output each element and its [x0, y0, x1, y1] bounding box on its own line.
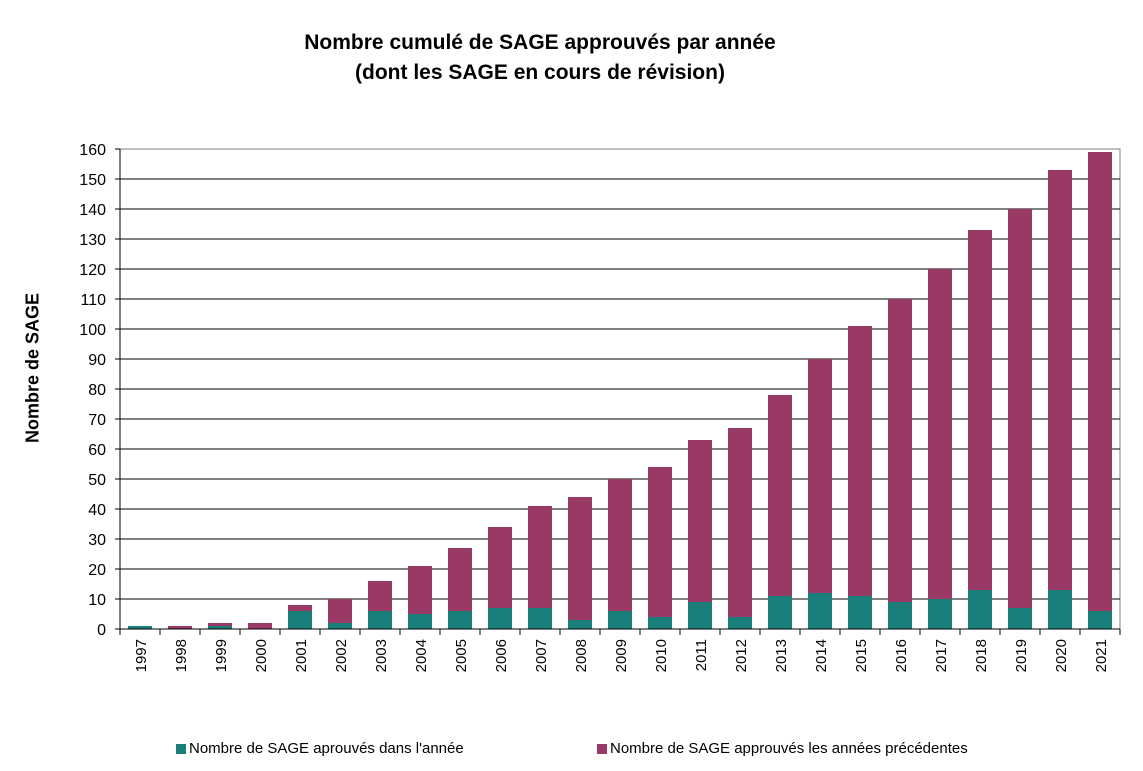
- y-tick-label: 10: [88, 592, 106, 609]
- bar-previous: [568, 497, 592, 620]
- legend-label-annual: Nombre de SAGE aprouvés dans l'année: [189, 740, 464, 757]
- bar-annual: [328, 623, 352, 629]
- bar-previous: [848, 326, 872, 596]
- bar-previous: [688, 440, 712, 602]
- x-tick-label: 2010: [653, 639, 670, 672]
- y-tick-label: 70: [88, 412, 106, 429]
- bar-annual: [128, 626, 152, 629]
- bar-annual: [928, 599, 952, 629]
- bar-previous: [768, 395, 792, 596]
- x-tick-label: 2000: [253, 639, 270, 672]
- x-tick-label: 1998: [173, 639, 190, 672]
- x-tick-label: 2011: [693, 639, 710, 671]
- y-tick-label: 50: [88, 472, 106, 489]
- x-tick-label: 1999: [213, 639, 230, 672]
- x-tick-label: 2004: [413, 639, 430, 672]
- bar-previous: [408, 566, 432, 614]
- bar-annual: [288, 611, 312, 629]
- y-tick-label: 60: [88, 442, 106, 459]
- y-tick-label: 140: [79, 202, 106, 219]
- y-tick-label: 90: [88, 352, 106, 369]
- bar-previous: [1088, 152, 1112, 611]
- x-tick-label: 2009: [613, 639, 630, 672]
- bar-annual: [1048, 590, 1072, 629]
- x-tick-label: 2008: [573, 639, 590, 672]
- bar-annual: [888, 602, 912, 629]
- bar-annual: [1008, 608, 1032, 629]
- x-tick-label: 2013: [773, 639, 790, 672]
- x-tick-label: 1997: [133, 639, 150, 672]
- bar-previous: [928, 269, 952, 599]
- y-tick-label: 150: [79, 172, 106, 189]
- y-tick-label: 120: [79, 262, 106, 279]
- y-tick-label: 20: [88, 562, 106, 579]
- x-tick-label: 2016: [893, 639, 910, 672]
- chart-title: Nombre cumulé de SAGE approuvés par anné…: [240, 28, 840, 88]
- bar-annual: [608, 611, 632, 629]
- bar-previous: [168, 626, 192, 629]
- bar-previous: [368, 581, 392, 611]
- bar-previous: [728, 428, 752, 617]
- x-tick-label: 2002: [333, 639, 350, 672]
- x-tick-label: 2021: [1093, 639, 1110, 672]
- x-tick-label: 2006: [493, 639, 510, 672]
- bar-previous: [208, 623, 232, 626]
- bar-annual: [568, 620, 592, 629]
- bar-previous: [608, 479, 632, 611]
- bar-annual: [1088, 611, 1112, 629]
- bar-annual: [408, 614, 432, 629]
- bar-previous: [448, 548, 472, 611]
- bar-annual: [728, 617, 752, 629]
- legend-swatch-previous: [597, 743, 607, 754]
- bar-annual: [968, 590, 992, 629]
- legend-item-previous: Nombre de SAGE approuvés les années préc…: [597, 740, 968, 757]
- legend-item-annual: Nombre de SAGE aprouvés dans l'année: [176, 740, 464, 757]
- bar-annual: [528, 608, 552, 629]
- y-tick-label: 40: [88, 502, 106, 519]
- bar-previous: [288, 605, 312, 611]
- x-tick-label: 2018: [973, 639, 990, 672]
- x-tick-label: 2017: [933, 639, 950, 672]
- x-tick-label: 2001: [293, 639, 310, 672]
- bar-previous: [1008, 209, 1032, 608]
- bar-previous: [1048, 170, 1072, 590]
- y-tick-label: 0: [97, 622, 106, 639]
- y-tick-label: 100: [79, 322, 106, 339]
- bar-annual: [488, 608, 512, 629]
- x-tick-label: 2007: [533, 639, 550, 672]
- bar-previous: [488, 527, 512, 608]
- bar-previous: [968, 230, 992, 590]
- x-tick-label: 2020: [1053, 639, 1070, 672]
- x-tick-label: 2019: [1013, 639, 1030, 672]
- bar-annual: [368, 611, 392, 629]
- bar-annual: [688, 602, 712, 629]
- bar-previous: [808, 359, 832, 593]
- y-tick-label: 130: [79, 232, 106, 249]
- bar-annual: [648, 617, 672, 629]
- bar-annual: [208, 626, 232, 629]
- x-tick-label: 2014: [813, 639, 830, 672]
- bar-annual: [848, 596, 872, 629]
- chart-title-line: Nombre cumulé de SAGE approuvés par anné…: [304, 31, 776, 54]
- y-tick-label: 30: [88, 532, 106, 549]
- x-tick-label: 2005: [453, 639, 470, 672]
- x-tick-label: 2003: [373, 639, 390, 672]
- y-tick-label: 80: [88, 382, 106, 399]
- chart-subtitle-line: (dont les SAGE en cours de révision): [355, 61, 725, 84]
- bar-previous: [248, 623, 272, 629]
- bar-previous: [528, 506, 552, 608]
- y-tick-label: 160: [79, 142, 106, 159]
- bar-annual: [768, 596, 792, 629]
- bar-previous: [648, 467, 672, 617]
- bar-previous: [888, 299, 912, 602]
- legend-swatch-annual: [176, 743, 186, 754]
- bar-previous: [328, 599, 352, 623]
- y-tick-label: 110: [80, 292, 106, 309]
- bar-annual: [808, 593, 832, 629]
- x-tick-label: 2015: [853, 639, 870, 672]
- x-tick-label: 2012: [733, 639, 750, 672]
- legend-label-previous: Nombre de SAGE approuvés les années préc…: [610, 740, 968, 757]
- bar-annual: [448, 611, 472, 629]
